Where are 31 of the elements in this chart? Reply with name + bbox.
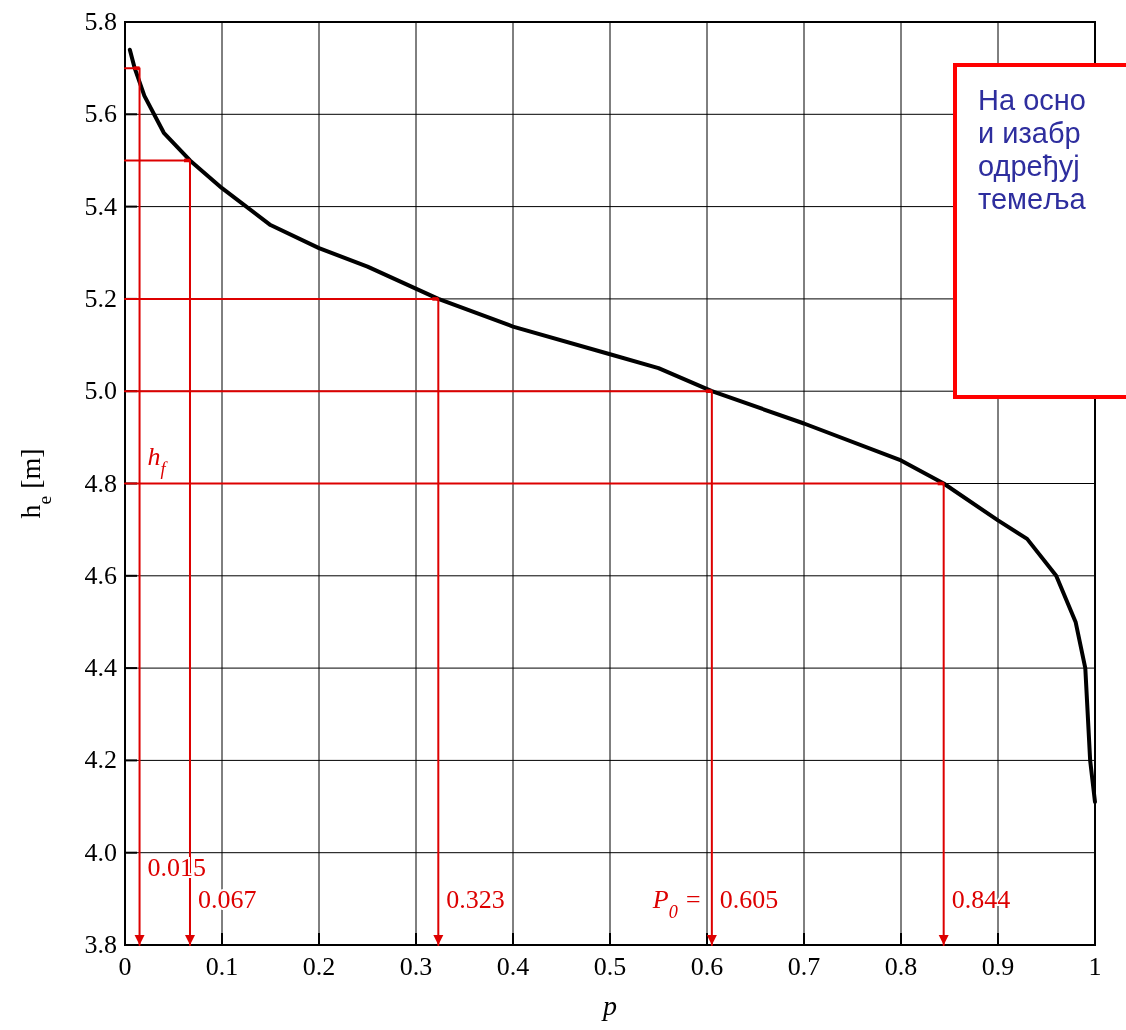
x-tick-label: 0.7 — [787, 952, 821, 981]
x-tick-label: 0.1 — [205, 952, 239, 981]
y-tick-label: 5.2 — [84, 283, 117, 313]
y-tick-label: 4.4 — [84, 653, 117, 683]
x-axis-title: p — [601, 990, 617, 1021]
annotation: 0.323 — [446, 885, 505, 915]
x-tick-label: 0.8 — [884, 952, 918, 981]
annotation: 0.605 — [719, 885, 779, 915]
x-tick-label: 0.3 — [399, 952, 433, 981]
x-tick-label: 0.9 — [981, 952, 1015, 981]
y-tick-label: 3.8 — [84, 930, 117, 959]
x-tick-label: 0.4 — [496, 952, 530, 981]
note-box: На осно и изабр одређуј темеља — [953, 63, 1126, 399]
annotation: 0.844 — [951, 885, 1011, 915]
y-tick-label: 4.2 — [84, 745, 117, 775]
annotation: P$_{0}$ = — [651, 885, 702, 923]
annotation: 0.067 — [197, 885, 257, 915]
y-tick-label: 4.6 — [84, 560, 117, 590]
y-tick-label: 5.8 — [84, 7, 117, 36]
y-tick-label: 4.0 — [84, 837, 117, 867]
x-tick-label: 1 — [1088, 952, 1102, 981]
x-tick-label: 0 — [118, 952, 132, 981]
y-tick-label: 5.0 — [84, 376, 117, 406]
annotation: На осно и изабр одређуј темеља — [978, 84, 1087, 215]
x-tick-label: 0.2 — [302, 952, 336, 981]
annotation: h$_{f}$ — [147, 442, 169, 480]
y-tick-label: 4.8 — [84, 468, 117, 498]
x-tick-label: 0.5 — [593, 952, 627, 981]
x-tick-label: 0.6 — [690, 952, 724, 981]
y-tick-label: 5.4 — [84, 191, 117, 221]
y-tick-label: 5.6 — [84, 99, 117, 129]
